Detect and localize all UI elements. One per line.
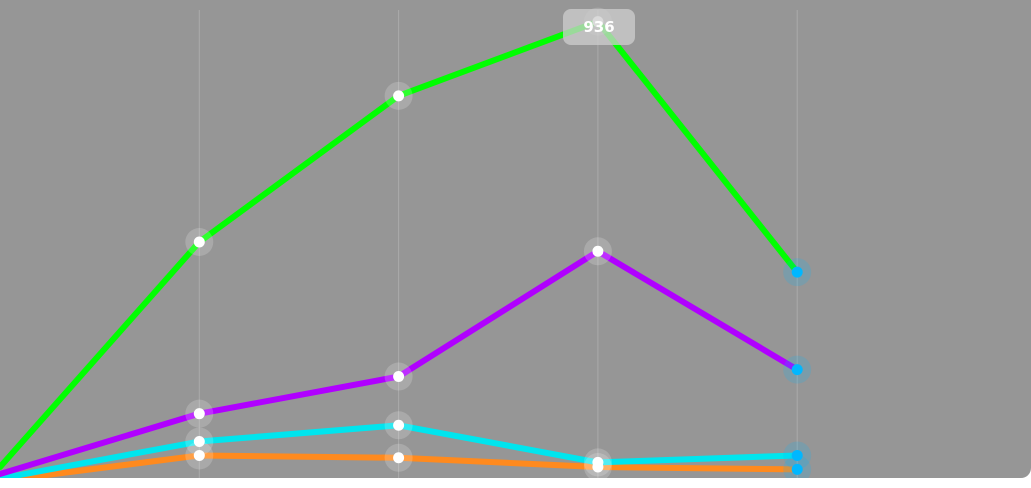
- point-s0-2: [393, 90, 405, 102]
- point-s2-1: [193, 436, 205, 448]
- point-s1-2: [393, 371, 405, 383]
- point-s2-4: [791, 449, 803, 461]
- point-s3-2: [393, 452, 405, 464]
- point-s2-2: [393, 419, 405, 431]
- line-chart: [0, 7, 812, 478]
- point-s2-3: [592, 456, 604, 468]
- value-tooltip: 936: [563, 9, 635, 45]
- point-s1-4: [791, 364, 803, 376]
- point-s0-4: [791, 266, 803, 278]
- point-s3-1: [193, 449, 205, 461]
- point-s3-4: [791, 463, 803, 475]
- point-s1-1: [193, 408, 205, 420]
- point-s1-3: [592, 245, 604, 257]
- point-s0-1: [193, 236, 205, 248]
- chart-panel: 936: [0, 0, 1031, 478]
